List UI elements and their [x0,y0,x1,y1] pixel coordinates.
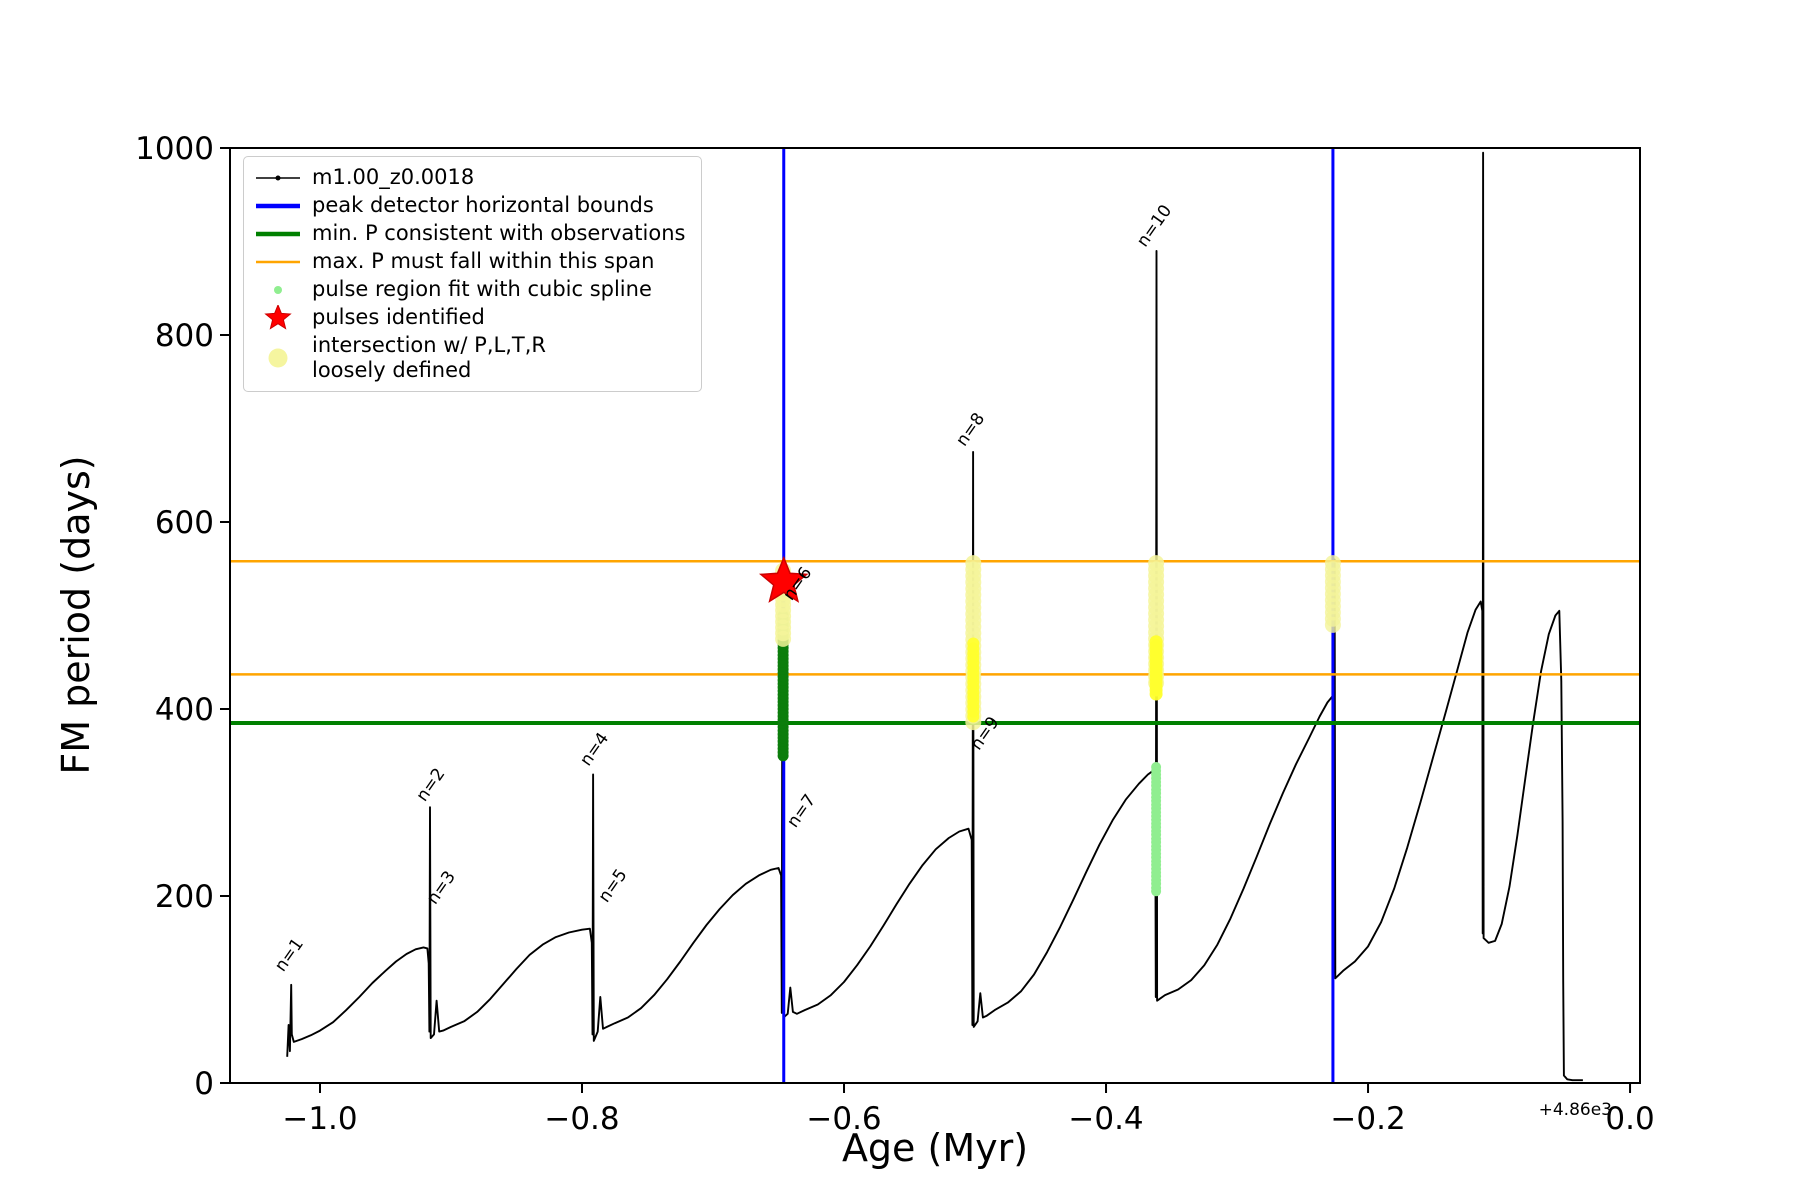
y-tick-label: 800 [155,318,214,354]
x-tick-label: −0.6 [806,1101,881,1137]
legend-item: m1.00_z0.0018 [254,165,685,191]
min-p-line-icon [256,231,300,237]
pulse-label-n=1: n=1 [271,935,308,976]
intersection-dot-icon [268,348,288,368]
legend-label: max. P must fall within this span [312,249,655,274]
legend-label: min. P consistent with observations [312,221,686,246]
legend-item: intersection w/ P,L,T,R loosely defined [254,333,685,383]
pulse-star-icon [264,305,292,330]
y-tick-label: 600 [155,505,214,541]
x-tick-label: −0.2 [1330,1101,1405,1137]
series-line-icon [256,175,300,181]
legend-item: max. P must fall within this span [254,249,685,275]
x-axis-offset: +4.86e3 [1539,1100,1612,1120]
pulse-label-n=7: n=7 [783,791,820,832]
legend-label: pulse region fit with cubic spline [312,277,652,302]
x-tick-label: −0.4 [1068,1101,1143,1137]
legend-item: pulse region fit with cubic spline [254,277,685,303]
x-tick-label: 0.0 [1605,1101,1654,1137]
y-axis-label: FM period (days) [54,455,98,775]
legend-label: intersection w/ P,L,T,R loosely defined [312,333,546,383]
legend-item: min. P consistent with observations [254,221,685,247]
pulse-label-n=2: n=2 [413,765,450,806]
legend-label: peak detector horizontal bounds [312,193,654,218]
peak-bounds-line-icon [256,203,300,209]
pulse-label-n=4: n=4 [576,729,613,770]
y-tick-label: 0 [194,1066,214,1102]
series-line [286,151,1583,1082]
intersection-bound-right [1324,555,1341,633]
intersection-n8-bright [967,637,980,723]
x-axis-label: Age (Myr) [841,1126,1029,1170]
legend-label: pulses identified [312,305,485,330]
legend-label: m1.00_z0.0018 [312,165,475,190]
pulse-label-n=8: n=8 [952,409,989,450]
y-tick-label: 400 [155,692,214,728]
legend-item: peak detector horizontal bounds [254,193,685,219]
y-tick-label: 1000 [135,131,214,167]
x-tick-label: −1.0 [282,1101,357,1137]
pulse-region-dot-icon [274,286,282,294]
max-p-line-icon [256,260,300,264]
axes-spines [229,147,1641,1084]
legend-item: pulses identified [254,305,685,331]
pulse-label-n=10: n=10 [1133,201,1176,251]
y-tick-label: 200 [155,879,214,915]
intersection-n10-bright [1149,635,1163,701]
x-tick-label: −0.8 [544,1101,619,1137]
pulse-region-spline-n10 [1151,762,1162,897]
pulse-label-n=3: n=3 [423,867,460,908]
pulse-star [758,555,809,603]
pulse-label-n=5: n=5 [595,866,632,907]
